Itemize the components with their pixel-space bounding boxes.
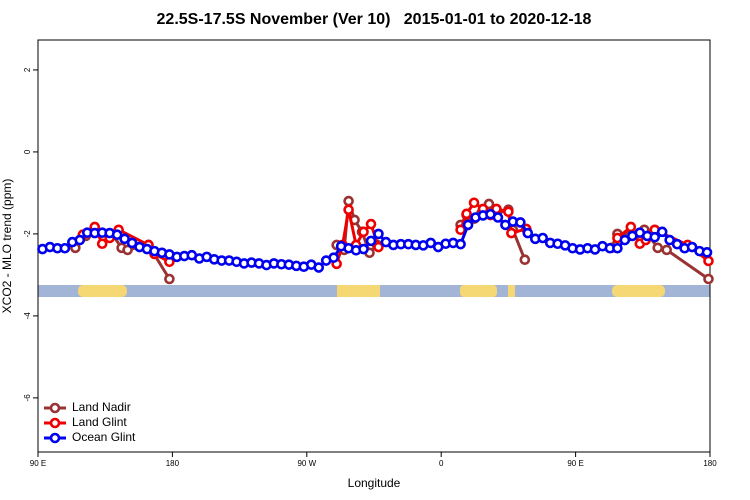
x-tick-label: 90 E	[567, 459, 583, 468]
point	[122, 244, 133, 256]
y-tick-label: -2	[23, 230, 32, 238]
point	[515, 217, 526, 228]
legend-label: Ocean Glint	[72, 430, 136, 444]
point	[503, 206, 514, 218]
legend-label: Land Nadir	[72, 400, 131, 414]
point	[343, 204, 354, 216]
point	[373, 228, 384, 240]
legend-label: Land Glint	[72, 415, 127, 429]
point	[492, 212, 504, 223]
point	[365, 218, 377, 230]
point	[425, 237, 437, 249]
y-tick-label: -4	[23, 312, 32, 320]
point	[328, 252, 339, 263]
x-axis-label: Longitude	[348, 476, 401, 490]
land-band	[78, 285, 127, 297]
point	[96, 238, 108, 250]
chart-title: 22.5S-17.5S November (Ver 10) 2015-01-01…	[157, 11, 592, 28]
point	[126, 237, 138, 249]
point	[686, 241, 698, 253]
land-band	[337, 285, 380, 297]
point	[358, 243, 369, 255]
point	[461, 208, 472, 220]
point	[164, 273, 175, 285]
point	[656, 226, 668, 238]
land-band	[508, 285, 515, 297]
point	[358, 226, 369, 238]
point	[365, 235, 377, 247]
point	[661, 244, 672, 256]
point	[119, 233, 130, 245]
point	[671, 238, 683, 250]
point	[506, 227, 517, 239]
point	[537, 232, 549, 244]
y-axis-label: XCO2 - MLO trend (ppm)	[0, 179, 14, 314]
point	[649, 231, 661, 243]
point	[701, 247, 713, 258]
point	[519, 254, 531, 266]
point	[373, 241, 384, 253]
x-tick-label: 0	[439, 459, 444, 468]
point	[703, 255, 714, 267]
land-band	[460, 285, 497, 297]
y-tick-label: 0	[23, 149, 32, 154]
point	[652, 242, 664, 254]
x-tick-label: 180	[166, 459, 180, 468]
point	[111, 229, 123, 241]
point	[343, 195, 354, 207]
point	[703, 273, 714, 285]
point	[612, 242, 623, 254]
x-tick-label: 180	[703, 459, 717, 468]
point	[619, 234, 631, 246]
point	[468, 197, 480, 209]
plot-frame	[37, 39, 711, 453]
point	[74, 234, 86, 246]
y-tick-label: -6	[23, 394, 32, 402]
legend-marker	[49, 402, 61, 414]
land-band	[612, 285, 665, 297]
legend-marker	[49, 417, 61, 429]
legend-marker	[49, 432, 61, 444]
surface-mask	[38, 285, 710, 297]
x-tick-label: 90 W	[297, 459, 316, 468]
point	[664, 234, 675, 246]
point	[313, 262, 325, 273]
point	[625, 221, 637, 233]
point	[462, 219, 474, 231]
x-tick-label: 90 E	[30, 459, 46, 468]
point	[455, 238, 466, 250]
point	[522, 227, 534, 239]
y-tick-label: 2	[23, 67, 32, 72]
point	[59, 242, 71, 254]
